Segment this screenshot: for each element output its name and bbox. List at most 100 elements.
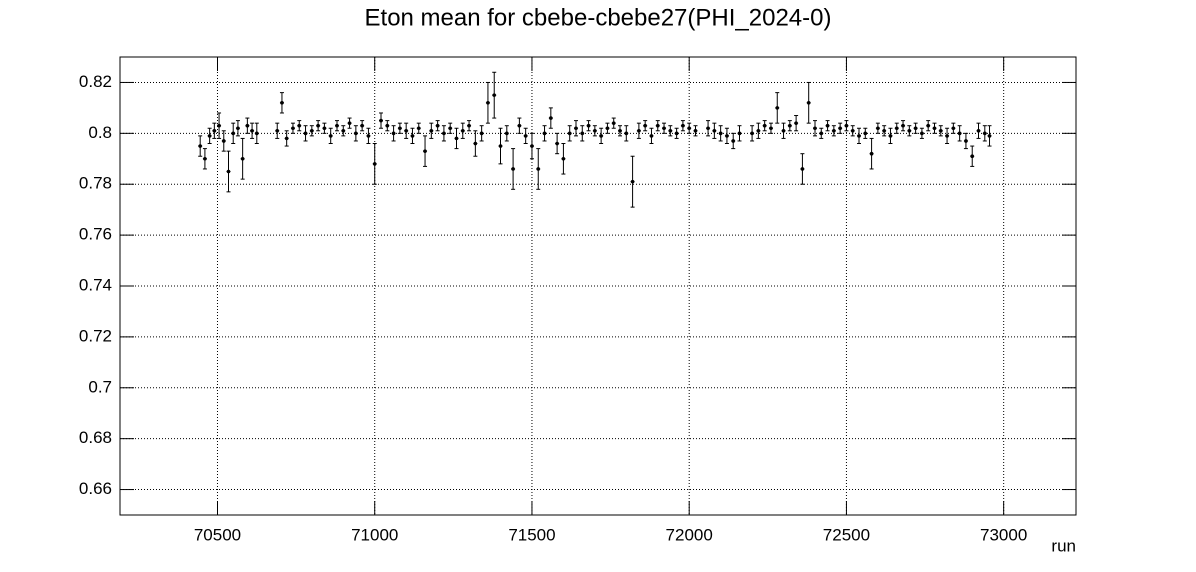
point (498, 144, 503, 148)
point (781, 128, 786, 133)
point (863, 131, 868, 136)
point (549, 116, 553, 120)
point (416, 126, 421, 131)
point (207, 134, 212, 138)
y-tick-label: 0.8 (88, 123, 112, 142)
point (762, 123, 767, 128)
point (674, 131, 679, 136)
point (341, 128, 346, 133)
point (479, 131, 484, 136)
point (231, 131, 236, 136)
y-tick-label: 0.66 (79, 479, 112, 498)
point (655, 123, 660, 128)
point (316, 123, 320, 128)
point (894, 126, 899, 131)
point (354, 131, 358, 136)
point (630, 179, 635, 184)
point (221, 139, 226, 143)
point (788, 123, 792, 128)
point (347, 121, 352, 125)
point (712, 128, 717, 133)
point (236, 126, 240, 131)
point (586, 123, 591, 128)
y-tick-label: 0.76 (79, 225, 112, 244)
point (932, 126, 937, 131)
point (486, 101, 490, 105)
point (957, 131, 962, 136)
point (454, 136, 459, 141)
x-tick-label: 70500 (194, 525, 241, 544)
point (693, 128, 698, 133)
point (945, 134, 949, 138)
point (926, 123, 930, 128)
point (920, 131, 924, 136)
point (284, 136, 289, 141)
point (530, 144, 534, 148)
point (303, 131, 308, 136)
x-tick-label: 73000 (980, 525, 1027, 544)
point (372, 162, 377, 166)
point (505, 131, 509, 136)
point (536, 167, 541, 171)
point (964, 139, 968, 143)
point (869, 151, 874, 156)
point (951, 126, 956, 131)
point (687, 126, 691, 131)
point (970, 154, 975, 159)
point (643, 123, 647, 128)
y-tick-label: 0.82 (79, 72, 112, 91)
x-tick-label: 71500 (508, 525, 555, 544)
point (360, 123, 364, 128)
point (876, 126, 880, 131)
point (838, 126, 842, 131)
point (605, 126, 610, 131)
point (423, 149, 427, 153)
point (435, 123, 440, 128)
point (907, 128, 912, 133)
point (775, 106, 780, 110)
x-tick-label: 72500 (823, 525, 870, 544)
point (275, 128, 280, 133)
point (819, 131, 824, 136)
point (217, 123, 221, 128)
point (725, 134, 729, 138)
x-axis-label: run (1051, 536, 1076, 555)
point (310, 128, 314, 133)
point (250, 128, 254, 133)
point (523, 134, 528, 138)
point (561, 156, 566, 161)
point (240, 156, 245, 161)
point (938, 128, 943, 133)
y-tick-label: 0.74 (79, 275, 112, 294)
point (857, 134, 861, 138)
point (398, 126, 402, 131)
point (212, 128, 217, 133)
point (385, 123, 390, 128)
point (448, 126, 452, 131)
point (580, 131, 585, 136)
point (280, 101, 284, 105)
point (328, 134, 333, 138)
point (429, 128, 434, 133)
point (391, 131, 396, 136)
point (442, 131, 446, 136)
point (611, 121, 616, 125)
point (983, 131, 987, 136)
point (404, 128, 408, 133)
x-tick-label: 71000 (351, 525, 398, 544)
point (769, 126, 773, 131)
point (254, 131, 259, 136)
point (574, 126, 578, 131)
point (844, 123, 849, 128)
point (888, 134, 893, 138)
point (618, 128, 622, 133)
point (882, 128, 886, 133)
point (662, 126, 666, 131)
point (555, 141, 559, 146)
point (593, 128, 597, 133)
point (850, 128, 855, 133)
point (335, 123, 339, 128)
point (542, 131, 547, 136)
chart-title: Eton mean for cbebe-cbebe27(PHI_2024-0) (365, 4, 832, 31)
point (226, 169, 231, 174)
